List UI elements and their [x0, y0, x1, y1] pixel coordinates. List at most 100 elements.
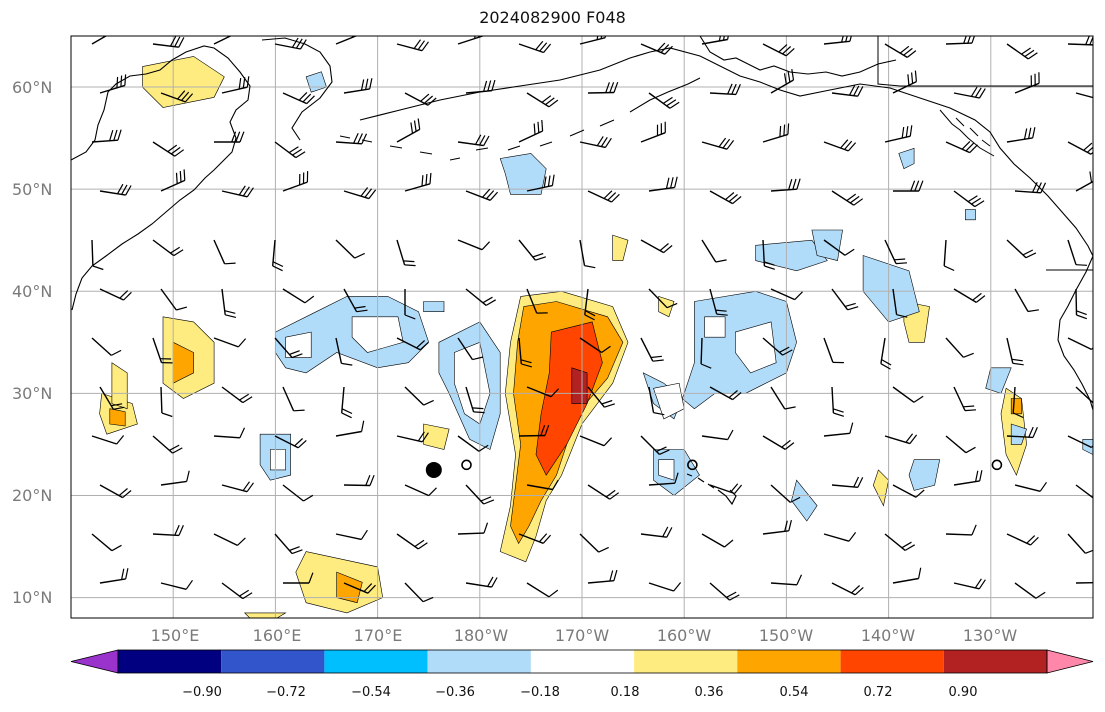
wind-barb-tick	[482, 188, 491, 198]
marker-ring-c	[991, 459, 1003, 471]
wind-barb-shaft	[1075, 484, 1093, 499]
wind-barb-tick	[600, 36, 603, 39]
wind-barb	[1075, 92, 1093, 99]
figure-title: 2024082900 F048	[479, 8, 626, 27]
wind-barb-shaft	[892, 577, 919, 584]
wind-barb-shaft	[221, 386, 244, 404]
wind-barb	[640, 337, 664, 362]
wind-barb	[831, 85, 864, 97]
wind-barb-tick	[1076, 314, 1088, 320]
wind-barb-tick	[726, 140, 735, 150]
wind-barb-tick	[1095, 400, 1105, 405]
wind-barb-tick	[485, 299, 497, 306]
wind-barb-tick	[613, 81, 619, 93]
wind-barb	[701, 429, 734, 441]
wind-barb	[579, 36, 607, 45]
wind-barb-tick	[489, 191, 499, 201]
wind-barb-tick	[354, 252, 365, 259]
wind-barb-tick	[718, 36, 721, 42]
wind-barb-tick	[1089, 171, 1093, 183]
wind-barb-shaft	[404, 386, 425, 406]
wind-barb-tick	[473, 411, 485, 414]
wind-barb-tick	[288, 146, 299, 154]
lon-label-170e: 170°E	[353, 626, 403, 645]
wind-barb-tick	[781, 439, 791, 448]
wind-barb-tick	[787, 71, 791, 83]
wind-barb-tick	[417, 431, 425, 442]
wind-barb	[648, 386, 665, 416]
wind-barb-shaft	[587, 91, 615, 94]
wind-barb-tick	[601, 345, 611, 353]
wind-barb-tick	[425, 173, 428, 186]
wind-barb-tick	[783, 73, 787, 85]
wind-barb	[404, 582, 434, 603]
wind-barb-tick	[363, 583, 373, 592]
wind-barb-shaft	[221, 582, 244, 600]
coastline-alaska	[649, 47, 1093, 257]
wind-barb	[160, 579, 193, 590]
wind-barb	[762, 239, 775, 270]
wind-barb-shaft	[892, 288, 898, 315]
wind-barb-tick	[727, 83, 733, 95]
wind-barb-tick	[910, 180, 916, 192]
wind-barb-tick	[905, 126, 909, 138]
wind-barb-shaft	[579, 37, 606, 45]
wind-barb-tick	[943, 265, 955, 272]
wind-barb-tick	[652, 359, 664, 362]
wind-barb-tick	[109, 22, 111, 33]
wind-barb-tick	[357, 133, 363, 144]
wind-barb-tick	[722, 36, 725, 41]
wind-barb-shaft	[953, 582, 980, 590]
wind-barb-tick	[963, 36, 967, 44]
wind-barb	[343, 582, 376, 594]
wind-barb-tick	[853, 85, 860, 96]
wind-barb	[282, 91, 315, 105]
wind-barb	[1067, 337, 1093, 351]
wind-barb-shaft	[1006, 533, 1031, 546]
wind-barb-shaft	[465, 484, 485, 505]
wind-barb-tick	[605, 489, 616, 498]
lat-label-50: 50°N	[12, 180, 53, 199]
wind-barb-shaft	[1006, 239, 1027, 259]
wind-barb-shaft	[762, 337, 784, 356]
wind-barb	[396, 337, 429, 351]
wind-barb	[465, 79, 496, 94]
wind-barb-tick	[231, 131, 237, 143]
wind-barb	[640, 435, 670, 455]
colorbar-swatch-1	[118, 650, 222, 673]
wind-barb	[584, 288, 596, 321]
wind-barb-tick	[541, 119, 544, 132]
wind-barb-shaft	[701, 141, 728, 150]
wind-barb-shaft	[282, 386, 295, 412]
wind-barb	[831, 582, 864, 596]
wind-barb-shaft	[1075, 288, 1078, 316]
wind-barb-tick	[364, 188, 373, 198]
wind-barb-tick	[700, 363, 712, 369]
lon-label-140w: 140°W	[860, 626, 916, 645]
wind-barb-tick	[763, 261, 775, 266]
wind-barb-tick	[1012, 412, 1024, 419]
wind-barb-shaft	[953, 480, 980, 486]
wind-barb	[99, 74, 127, 94]
wind-barb-tick	[726, 591, 737, 598]
wind-barb-shaft	[587, 190, 612, 203]
wind-barb-tick	[224, 262, 236, 265]
wind-barb-shaft	[953, 288, 977, 304]
wind-barb-tick	[485, 190, 495, 200]
wind-barb-shaft	[213, 36, 233, 45]
wind-barb-tick	[784, 520, 788, 532]
wind-barb	[880, 337, 892, 370]
wind-barb-tick	[116, 183, 124, 195]
anomaly-neg-west-small-core	[269, 449, 286, 471]
lon-label-160e: 160°E	[252, 626, 302, 645]
wind-barb-tick	[429, 172, 432, 184]
wind-barb-tick	[792, 178, 797, 190]
wind-barb	[335, 239, 365, 259]
wind-barb-tick	[965, 446, 976, 454]
wind-barb-shaft	[99, 386, 115, 410]
wind-barb-tick	[979, 470, 983, 482]
wind-barb	[518, 424, 550, 437]
wind-barb-tick	[732, 392, 742, 401]
wind-barb-tick	[356, 309, 368, 313]
wind-barb-tick	[236, 22, 237, 33]
